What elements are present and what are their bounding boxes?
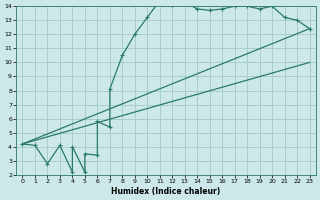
X-axis label: Humidex (Indice chaleur): Humidex (Indice chaleur)	[111, 187, 221, 196]
